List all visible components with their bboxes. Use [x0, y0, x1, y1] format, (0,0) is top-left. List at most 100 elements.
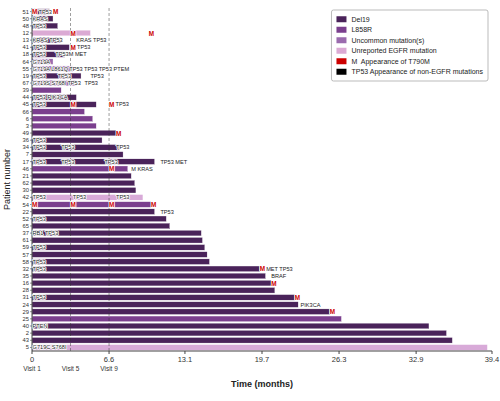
annotation: M [295, 294, 300, 301]
legend-label: L858R [351, 26, 372, 33]
legend-swatch [336, 37, 346, 43]
y-tick-label: 43 [23, 337, 29, 343]
bar [32, 59, 53, 65]
annotation: TP53 [33, 23, 46, 29]
annotation: TP53 [33, 159, 46, 165]
bar [32, 345, 487, 351]
legend-swatch [336, 58, 346, 64]
y-tick [30, 225, 32, 226]
x-tick-label: 39.4 [485, 355, 500, 364]
bar [32, 195, 143, 201]
x-tick [416, 351, 417, 354]
legend-frame [331, 10, 488, 81]
y-tick-label: 3 [26, 123, 29, 129]
y-tick-label: 16 [23, 280, 29, 286]
y-tick-label: 19 [23, 73, 29, 79]
annotation: M [53, 8, 58, 15]
annotation: M [116, 130, 121, 137]
annotation: M [109, 101, 114, 108]
y-tick [30, 240, 32, 241]
y-tick-label: 7 [26, 151, 29, 157]
bar [32, 66, 73, 72]
annotation: TP53 [33, 244, 46, 250]
annotation: G719C S768I [33, 344, 67, 350]
bar [32, 187, 136, 193]
x-tick-label: 32.9 [409, 355, 424, 364]
y-tick [30, 133, 32, 134]
bar [32, 102, 96, 108]
y-tick-label: 61 [23, 237, 29, 243]
legend-label: TP53 Appearance of non-EGFR mutations [351, 68, 483, 76]
x-tick [184, 351, 185, 354]
bar [32, 166, 128, 172]
bar [32, 87, 61, 93]
annotation: TP53M MET [55, 51, 87, 57]
y-tick-label: 67 [23, 80, 29, 86]
y-tick [30, 125, 32, 126]
bar [32, 252, 207, 258]
y-tick [30, 118, 32, 119]
legend-label: Uncommon mutation(s) [351, 37, 424, 45]
annotation: TP53 [33, 266, 46, 272]
y-tick-label: 5 [26, 344, 29, 350]
y-tick [30, 254, 32, 255]
y-tick-label: 36 [23, 137, 29, 143]
annotation: TP53 [61, 159, 74, 165]
annotation: TP53 PTEM [99, 66, 130, 72]
bar [32, 95, 76, 101]
y-tick [30, 290, 32, 291]
y-tick-label: 62 [23, 180, 29, 186]
y-tick [30, 318, 32, 319]
bar [32, 73, 81, 79]
x-tick-label: 6.6 [104, 355, 114, 364]
y-tick-label: 39 [23, 87, 29, 93]
annotation: M [71, 44, 76, 51]
y-tick-label: 28 [23, 287, 29, 293]
bar [32, 259, 209, 265]
legend-label: Unreported EGFR mutation [351, 47, 436, 55]
annotation: M KRAS [131, 166, 153, 172]
x-tick [262, 351, 263, 354]
bar [32, 202, 151, 208]
y-tick-label: 52 [23, 216, 29, 222]
annotation: TP53 [104, 159, 117, 165]
y-tick-label: 32 [23, 266, 29, 272]
y-tick-label: 2 [26, 330, 29, 336]
annotation: M [71, 201, 76, 208]
y-tick-label: 37 [23, 230, 29, 236]
annotation: PIK3CA [301, 302, 321, 308]
y-tick-label: 54 [23, 202, 30, 208]
y-tick-label: 25 [23, 316, 29, 322]
y-tick-label: 12 [23, 30, 29, 36]
y-tick [30, 311, 32, 312]
bar [32, 130, 116, 136]
legend-label: M Appearance of T790M [351, 58, 430, 66]
bar [32, 266, 260, 272]
y-tick-label: 48 [23, 23, 29, 29]
bar [32, 302, 298, 308]
y-tick-label: 51 [23, 9, 29, 15]
annotation: KRAS [33, 16, 49, 22]
annotation: M [32, 201, 37, 208]
annotation: KRAS TP53 [33, 37, 63, 43]
annotation: TP53 [33, 73, 46, 79]
bar [32, 123, 96, 129]
x-tick [32, 351, 33, 354]
legend-swatch [336, 48, 346, 54]
annotation: G719A L861Q [33, 66, 69, 72]
annotation: TP53 [33, 137, 46, 143]
y-tick-label: 45 [23, 101, 29, 107]
bar [32, 137, 102, 143]
annotation: TP53 [116, 101, 129, 107]
y-tick-label: 55 [23, 66, 29, 72]
annotation: TP53 [33, 216, 46, 222]
y-tick-label: 65 [23, 223, 29, 229]
visit-label: Visit 5 [62, 365, 80, 372]
annotation: TP53 MET [160, 159, 187, 165]
annotation: TP53 TP53 [69, 66, 97, 72]
plot-area [32, 8, 487, 351]
y-tick-label: 6 [26, 116, 29, 122]
bar [32, 273, 266, 279]
y-tick [30, 275, 32, 276]
annotation: TP53 [39, 9, 52, 15]
